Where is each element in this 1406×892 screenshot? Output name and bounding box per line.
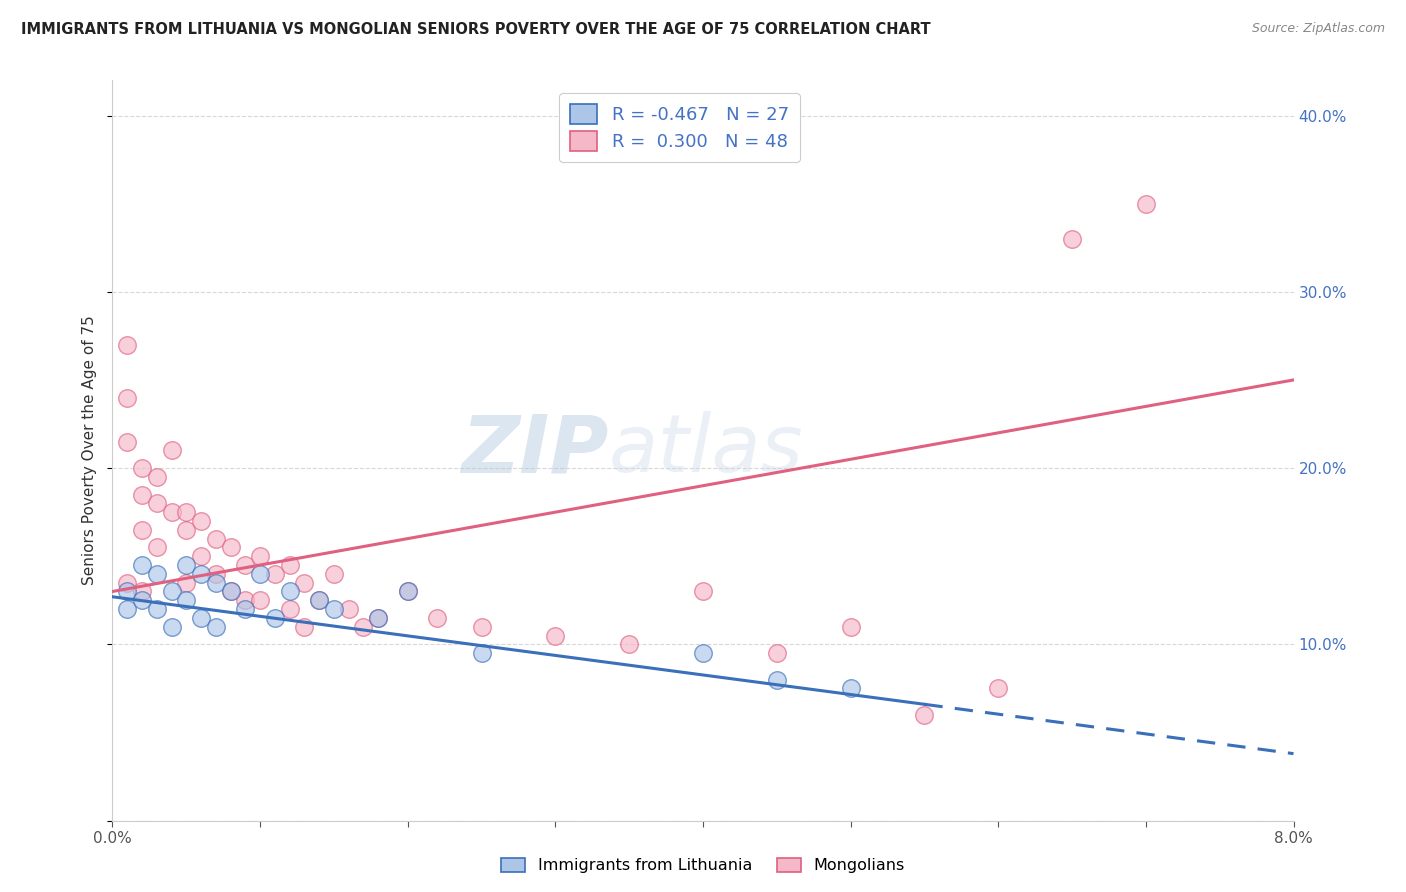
Point xyxy=(367,611,389,625)
Point xyxy=(160,505,183,519)
Point xyxy=(278,558,301,572)
Point xyxy=(308,593,330,607)
Point xyxy=(987,681,1010,696)
Point xyxy=(471,646,494,660)
Point xyxy=(544,628,567,642)
Point xyxy=(692,584,714,599)
Point xyxy=(396,584,419,599)
Point xyxy=(1062,232,1084,246)
Point xyxy=(117,575,138,590)
Point xyxy=(839,681,862,696)
Point xyxy=(233,593,256,607)
Point xyxy=(352,620,374,634)
Point xyxy=(205,532,228,546)
Text: Source: ZipAtlas.com: Source: ZipAtlas.com xyxy=(1251,22,1385,36)
Point xyxy=(160,443,183,458)
Point xyxy=(131,523,153,537)
Text: ZIP: ZIP xyxy=(461,411,609,490)
Point xyxy=(765,673,787,687)
Point xyxy=(471,620,494,634)
Point xyxy=(146,541,169,555)
Point xyxy=(190,514,212,528)
Point xyxy=(131,593,153,607)
Point xyxy=(765,646,787,660)
Point xyxy=(249,549,271,564)
Point xyxy=(278,584,301,599)
Point xyxy=(174,593,197,607)
Point xyxy=(146,566,169,581)
Point xyxy=(249,566,271,581)
Point xyxy=(264,611,287,625)
Point xyxy=(233,558,256,572)
Point xyxy=(117,434,138,449)
Point xyxy=(292,575,315,590)
Point xyxy=(174,558,197,572)
Text: atlas: atlas xyxy=(609,411,803,490)
Point xyxy=(117,584,138,599)
Point xyxy=(692,646,714,660)
Point xyxy=(426,611,449,625)
Point xyxy=(205,566,228,581)
Point xyxy=(146,602,169,616)
Point xyxy=(190,549,212,564)
Point xyxy=(160,620,183,634)
Point xyxy=(131,558,153,572)
Point xyxy=(292,620,315,634)
Point xyxy=(174,575,197,590)
Point xyxy=(278,602,301,616)
Y-axis label: Seniors Poverty Over the Age of 75: Seniors Poverty Over the Age of 75 xyxy=(82,316,97,585)
Point xyxy=(233,602,256,616)
Point xyxy=(619,637,641,651)
Point xyxy=(914,707,936,722)
Point xyxy=(323,566,346,581)
Point xyxy=(337,602,360,616)
Point xyxy=(174,523,197,537)
Point xyxy=(205,620,228,634)
Point xyxy=(367,611,389,625)
Point xyxy=(117,337,138,351)
Point xyxy=(249,593,271,607)
Point xyxy=(146,470,169,484)
Point xyxy=(117,602,138,616)
Point xyxy=(131,487,153,501)
Point xyxy=(190,611,212,625)
Point xyxy=(190,566,212,581)
Point xyxy=(219,541,242,555)
Point xyxy=(160,584,183,599)
Point xyxy=(264,566,287,581)
Point xyxy=(323,602,346,616)
Point xyxy=(1135,196,1157,211)
Point xyxy=(131,461,153,475)
Legend: Immigrants from Lithuania, Mongolians: Immigrants from Lithuania, Mongolians xyxy=(495,851,911,880)
Point xyxy=(396,584,419,599)
Text: IMMIGRANTS FROM LITHUANIA VS MONGOLIAN SENIORS POVERTY OVER THE AGE OF 75 CORREL: IMMIGRANTS FROM LITHUANIA VS MONGOLIAN S… xyxy=(21,22,931,37)
Point xyxy=(146,496,169,510)
Legend: R = -0.467   N = 27, R =  0.300   N = 48: R = -0.467 N = 27, R = 0.300 N = 48 xyxy=(560,93,800,161)
Point xyxy=(174,505,197,519)
Point xyxy=(131,584,153,599)
Point xyxy=(308,593,330,607)
Point xyxy=(839,620,862,634)
Point xyxy=(219,584,242,599)
Point xyxy=(219,584,242,599)
Point xyxy=(117,391,138,405)
Point xyxy=(205,575,228,590)
